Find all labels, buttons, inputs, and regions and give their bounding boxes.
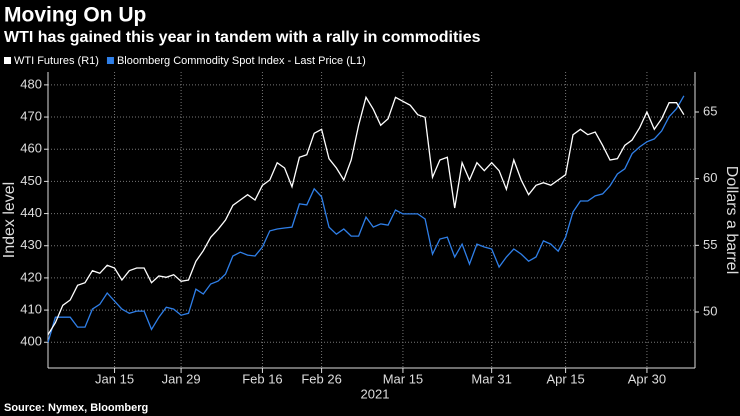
chart-subtitle: WTI has gained this year in tandem with … [4,29,481,46]
y2-axis-label: Dollars a barrel [723,166,740,274]
x-axis-label: 2021 [361,386,390,401]
x-tick-label: Jan 15 [95,371,134,386]
y-tick-label: 400 [20,334,42,349]
y-tick-label: 480 [20,76,42,91]
x-tick-label: Mar 15 [383,371,423,386]
x-tick-label: Apr 15 [546,371,584,386]
line-series [47,95,685,336]
legend-label: Bloomberg Commodity Spot Index - Last Pr… [117,55,366,67]
y2-tick-label: 60 [703,170,717,185]
y-tick-label: 410 [20,302,42,317]
y-axis-label: Index level [1,182,18,259]
y2-tick-label: 55 [703,237,717,252]
legend-swatch [4,57,11,64]
legend-swatch [106,57,114,64]
y-tick-label: 430 [20,237,42,252]
x-tick-label: Feb 16 [242,371,282,386]
y-tick-label: 440 [20,205,42,220]
x-tick-label: Jan 29 [162,371,201,386]
chart-title: Moving On Up [4,4,146,27]
y2-tick-label: 65 [703,103,717,118]
y2-tick-label: 50 [703,303,717,318]
x-tick-label: Feb 26 [301,371,341,386]
legend-label: WTI Futures (R1) [14,55,99,67]
y-tick-label: 420 [20,269,42,284]
line-series [47,95,685,343]
x-tick-label: Mar 31 [471,371,511,386]
y-tick-label: 460 [20,141,42,156]
y-tick-label: 470 [20,108,42,123]
source: Source: Nymex, Bloomberg [4,402,148,414]
y-tick-label: 450 [20,173,42,188]
x-tick-label: Apr 30 [628,371,666,386]
